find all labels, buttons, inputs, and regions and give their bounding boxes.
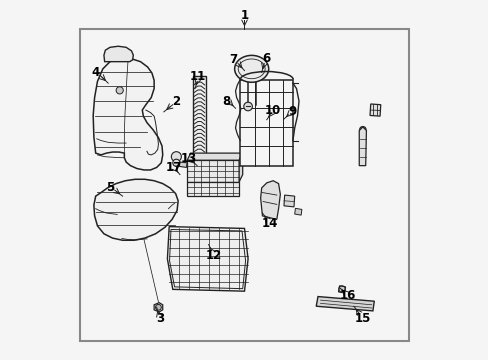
Text: 12: 12 xyxy=(205,249,222,262)
Text: 11: 11 xyxy=(189,69,205,82)
Polygon shape xyxy=(104,46,133,62)
Circle shape xyxy=(171,152,181,162)
Circle shape xyxy=(244,102,252,111)
Polygon shape xyxy=(359,127,366,166)
Text: 13: 13 xyxy=(181,152,197,165)
Text: 5: 5 xyxy=(106,181,114,194)
Text: 1: 1 xyxy=(240,9,248,22)
Polygon shape xyxy=(239,153,242,182)
Text: 8: 8 xyxy=(222,95,230,108)
Circle shape xyxy=(155,305,161,310)
Polygon shape xyxy=(94,179,178,240)
Text: 4: 4 xyxy=(91,66,100,79)
Text: 17: 17 xyxy=(165,161,182,174)
Text: 14: 14 xyxy=(261,216,277,230)
Text: 2: 2 xyxy=(172,95,180,108)
Ellipse shape xyxy=(234,55,268,82)
Polygon shape xyxy=(187,182,239,196)
Text: 15: 15 xyxy=(354,311,370,325)
Text: 3: 3 xyxy=(156,311,164,325)
Polygon shape xyxy=(80,30,408,341)
Polygon shape xyxy=(192,76,205,155)
Polygon shape xyxy=(369,104,380,116)
Polygon shape xyxy=(187,153,242,160)
Polygon shape xyxy=(284,195,294,207)
Text: 10: 10 xyxy=(264,104,281,117)
Circle shape xyxy=(116,87,123,94)
Text: 7: 7 xyxy=(229,53,237,66)
Polygon shape xyxy=(179,162,187,167)
Text: 6: 6 xyxy=(262,51,269,64)
Circle shape xyxy=(172,159,180,166)
Polygon shape xyxy=(167,226,247,291)
Text: 9: 9 xyxy=(288,105,296,118)
Polygon shape xyxy=(240,80,292,166)
Polygon shape xyxy=(338,286,345,293)
Polygon shape xyxy=(187,160,239,182)
Text: 16: 16 xyxy=(339,289,355,302)
Polygon shape xyxy=(316,297,373,311)
Polygon shape xyxy=(93,58,163,170)
Polygon shape xyxy=(154,303,163,312)
Polygon shape xyxy=(294,208,301,215)
Polygon shape xyxy=(260,181,280,220)
